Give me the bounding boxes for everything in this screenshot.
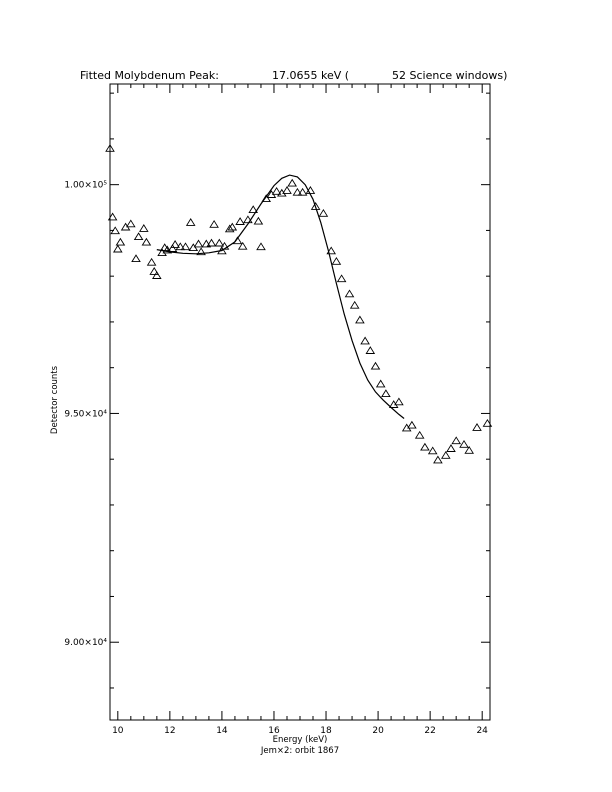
x-tick-label: 10: [112, 726, 124, 736]
data-point-triangle: [261, 194, 272, 203]
data-point-triangle: [167, 244, 178, 252]
x-tick-label: 16: [268, 726, 280, 736]
data-point-triangle: [326, 246, 337, 255]
x-tick-label: 14: [216, 726, 228, 736]
data-point-triangle: [170, 240, 180, 248]
data-point-triangle: [464, 445, 475, 454]
data-point-triangle: [185, 218, 196, 226]
data-point-triangle: [235, 217, 245, 225]
data-point-triangle: [237, 241, 248, 250]
data-point-triangle: [355, 315, 365, 324]
data-point-triangle: [331, 256, 342, 265]
data-point-triangle: [149, 267, 160, 275]
data-point-triangle: [297, 187, 308, 196]
data-point-triangle: [420, 442, 430, 451]
data-point-triangle: [125, 219, 136, 228]
data-point-triangle: [201, 239, 212, 248]
data-point-triangle: [180, 242, 191, 251]
y-axis-label: Detector counts: [50, 365, 60, 434]
data-point-triangle: [217, 246, 227, 255]
data-point-triangle: [227, 222, 238, 231]
data-point-triangle: [141, 237, 152, 246]
data-point-triangle: [375, 379, 386, 388]
data-point-triangle: [451, 436, 462, 445]
data-point-triangle: [318, 208, 329, 217]
data-point-triangle: [214, 238, 225, 247]
data-point-triangle: [151, 271, 162, 279]
data-point-triangle: [115, 237, 126, 246]
fit-layer: [156, 174, 405, 419]
data-point-triangle: [360, 336, 370, 345]
data-point-triangle: [433, 455, 443, 464]
y-tick-label: 9.50×10⁴: [64, 409, 107, 419]
chart-subtitle: Jem×2: orbit 1867: [260, 746, 339, 756]
data-point-triangle: [370, 361, 381, 370]
data-point-triangle: [131, 254, 141, 263]
data-point-triangle: [282, 186, 292, 194]
data-point-triangle: [107, 212, 118, 221]
data-point-triangle: [224, 224, 235, 233]
data-point-triangle: [219, 241, 230, 250]
x-ticks: 10 12 14 16 18 20 22 24: [112, 84, 488, 736]
data-point-triangle: [287, 178, 298, 187]
data-point-triangle: [427, 446, 438, 455]
data-point-triangle: [365, 346, 376, 354]
data-point-triangle: [305, 186, 316, 194]
data-point-triangle: [344, 289, 355, 298]
points-layer: [105, 143, 493, 464]
fit-curve: [156, 174, 405, 419]
data-point-triangle: [193, 239, 204, 248]
data-point-triangle: [112, 244, 123, 253]
data-point-triangle: [232, 236, 243, 245]
data-point-triangle: [472, 423, 482, 431]
chart-title-right: 52 Science windows): [392, 69, 507, 82]
x-tick-label: 18: [320, 726, 332, 736]
data-point-triangle: [243, 215, 253, 224]
y-tick-label: 1.00×10⁵: [64, 181, 107, 191]
data-point-triangle: [446, 444, 456, 452]
chart-title-value: 17.0655 keV (: [272, 69, 349, 82]
data-point-triangle: [414, 430, 425, 439]
data-point-triangle: [138, 224, 149, 232]
data-point-triangle: [248, 205, 259, 214]
data-point-triangle: [349, 300, 360, 309]
data-point-triangle: [394, 397, 404, 406]
data-point-triangle: [336, 274, 347, 283]
data-point-triangle: [310, 202, 321, 210]
data-point-triangle: [196, 247, 206, 256]
data-point-triangle: [253, 216, 264, 225]
data-point-triangle: [292, 187, 303, 196]
data-point-triangle: [206, 238, 217, 247]
data-point-triangle: [175, 242, 186, 251]
data-point-triangle: [209, 219, 219, 228]
data-point-triangle: [271, 186, 282, 195]
data-point-triangle: [459, 439, 469, 448]
x-tick-label: 24: [476, 726, 488, 736]
chart-title-left: Fitted Molybdenum Peak:: [80, 69, 219, 82]
data-point-triangle: [133, 232, 144, 241]
data-point-triangle: [381, 389, 391, 398]
data-point-triangle: [256, 242, 266, 251]
data-point-triangle: [110, 226, 121, 235]
data-point-triangle: [146, 257, 157, 266]
data-point-triangle: [407, 420, 417, 429]
x-axis-label: Energy (keV): [273, 735, 328, 745]
data-point-triangle: [105, 143, 115, 152]
data-point-triangle: [188, 243, 199, 252]
data-point-triangle: [482, 418, 493, 427]
x-tick-label: 22: [424, 726, 435, 736]
y-tick-label: 9.00×10⁴: [64, 638, 107, 648]
x-tick-label: 20: [372, 726, 384, 736]
data-point-triangle: [440, 450, 451, 459]
x-tick-label: 12: [164, 726, 175, 736]
